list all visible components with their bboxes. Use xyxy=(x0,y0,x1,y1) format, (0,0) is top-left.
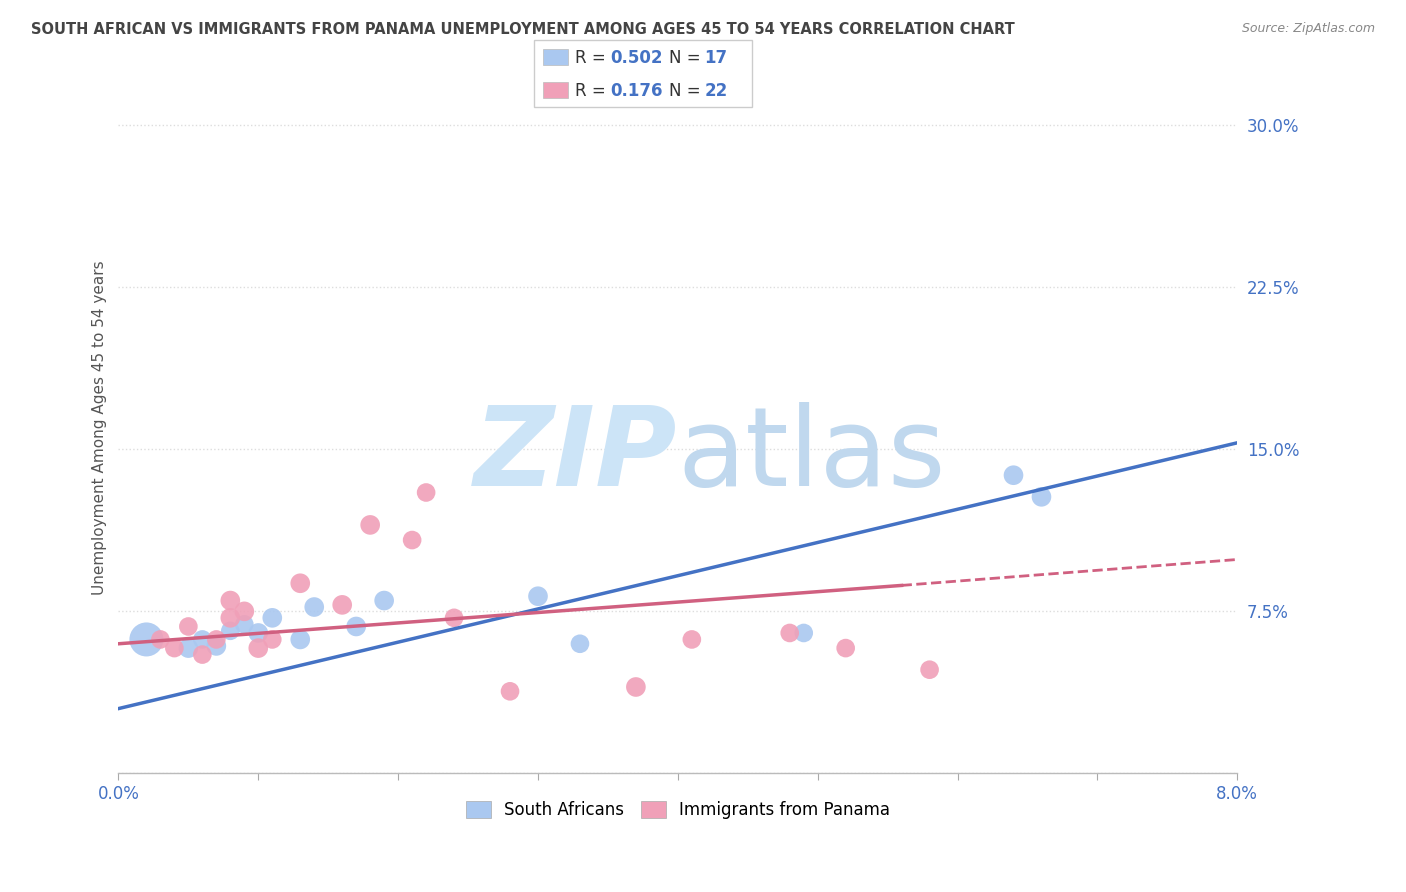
Point xyxy=(247,641,270,656)
Point xyxy=(1002,468,1025,483)
Point xyxy=(344,619,367,633)
Point xyxy=(793,626,815,640)
Point xyxy=(330,598,353,612)
Text: atlas: atlas xyxy=(678,401,946,508)
Y-axis label: Unemployment Among Ages 45 to 54 years: Unemployment Among Ages 45 to 54 years xyxy=(93,260,107,595)
Point xyxy=(205,632,228,647)
Text: R =: R = xyxy=(575,82,616,100)
Point xyxy=(834,641,856,656)
Point xyxy=(499,684,522,698)
Text: 0.502: 0.502 xyxy=(610,49,662,67)
Point xyxy=(624,680,647,694)
Point xyxy=(681,632,703,647)
Point xyxy=(373,593,395,607)
Point xyxy=(302,600,325,615)
Text: Source: ZipAtlas.com: Source: ZipAtlas.com xyxy=(1241,22,1375,36)
Point xyxy=(135,632,157,647)
Point xyxy=(219,593,242,607)
Text: 0.176: 0.176 xyxy=(610,82,662,100)
Text: N =: N = xyxy=(669,49,706,67)
Point xyxy=(415,485,437,500)
Point xyxy=(262,611,284,625)
Text: 22: 22 xyxy=(704,82,728,100)
Text: N =: N = xyxy=(669,82,706,100)
Point xyxy=(219,611,242,625)
Point xyxy=(527,589,550,603)
Point xyxy=(191,648,214,662)
Legend: South Africans, Immigrants from Panama: South Africans, Immigrants from Panama xyxy=(461,796,896,824)
Text: R =: R = xyxy=(575,49,612,67)
Point xyxy=(177,641,200,656)
Point xyxy=(359,517,381,532)
Point xyxy=(779,626,801,640)
Point xyxy=(1031,490,1053,504)
Text: 17: 17 xyxy=(704,49,727,67)
Point xyxy=(443,611,465,625)
Point xyxy=(205,639,228,653)
Point xyxy=(163,641,186,656)
Point xyxy=(191,632,214,647)
Point xyxy=(262,632,284,647)
Point xyxy=(177,619,200,633)
Point xyxy=(568,637,591,651)
Text: SOUTH AFRICAN VS IMMIGRANTS FROM PANAMA UNEMPLOYMENT AMONG AGES 45 TO 54 YEARS C: SOUTH AFRICAN VS IMMIGRANTS FROM PANAMA … xyxy=(31,22,1015,37)
Point xyxy=(247,626,270,640)
Text: ZIP: ZIP xyxy=(474,401,678,508)
Point xyxy=(219,624,242,638)
Point xyxy=(401,533,423,547)
Point xyxy=(233,617,256,632)
Point xyxy=(149,632,172,647)
Point xyxy=(290,576,312,591)
Point xyxy=(233,604,256,618)
Point xyxy=(290,632,312,647)
Point xyxy=(918,663,941,677)
